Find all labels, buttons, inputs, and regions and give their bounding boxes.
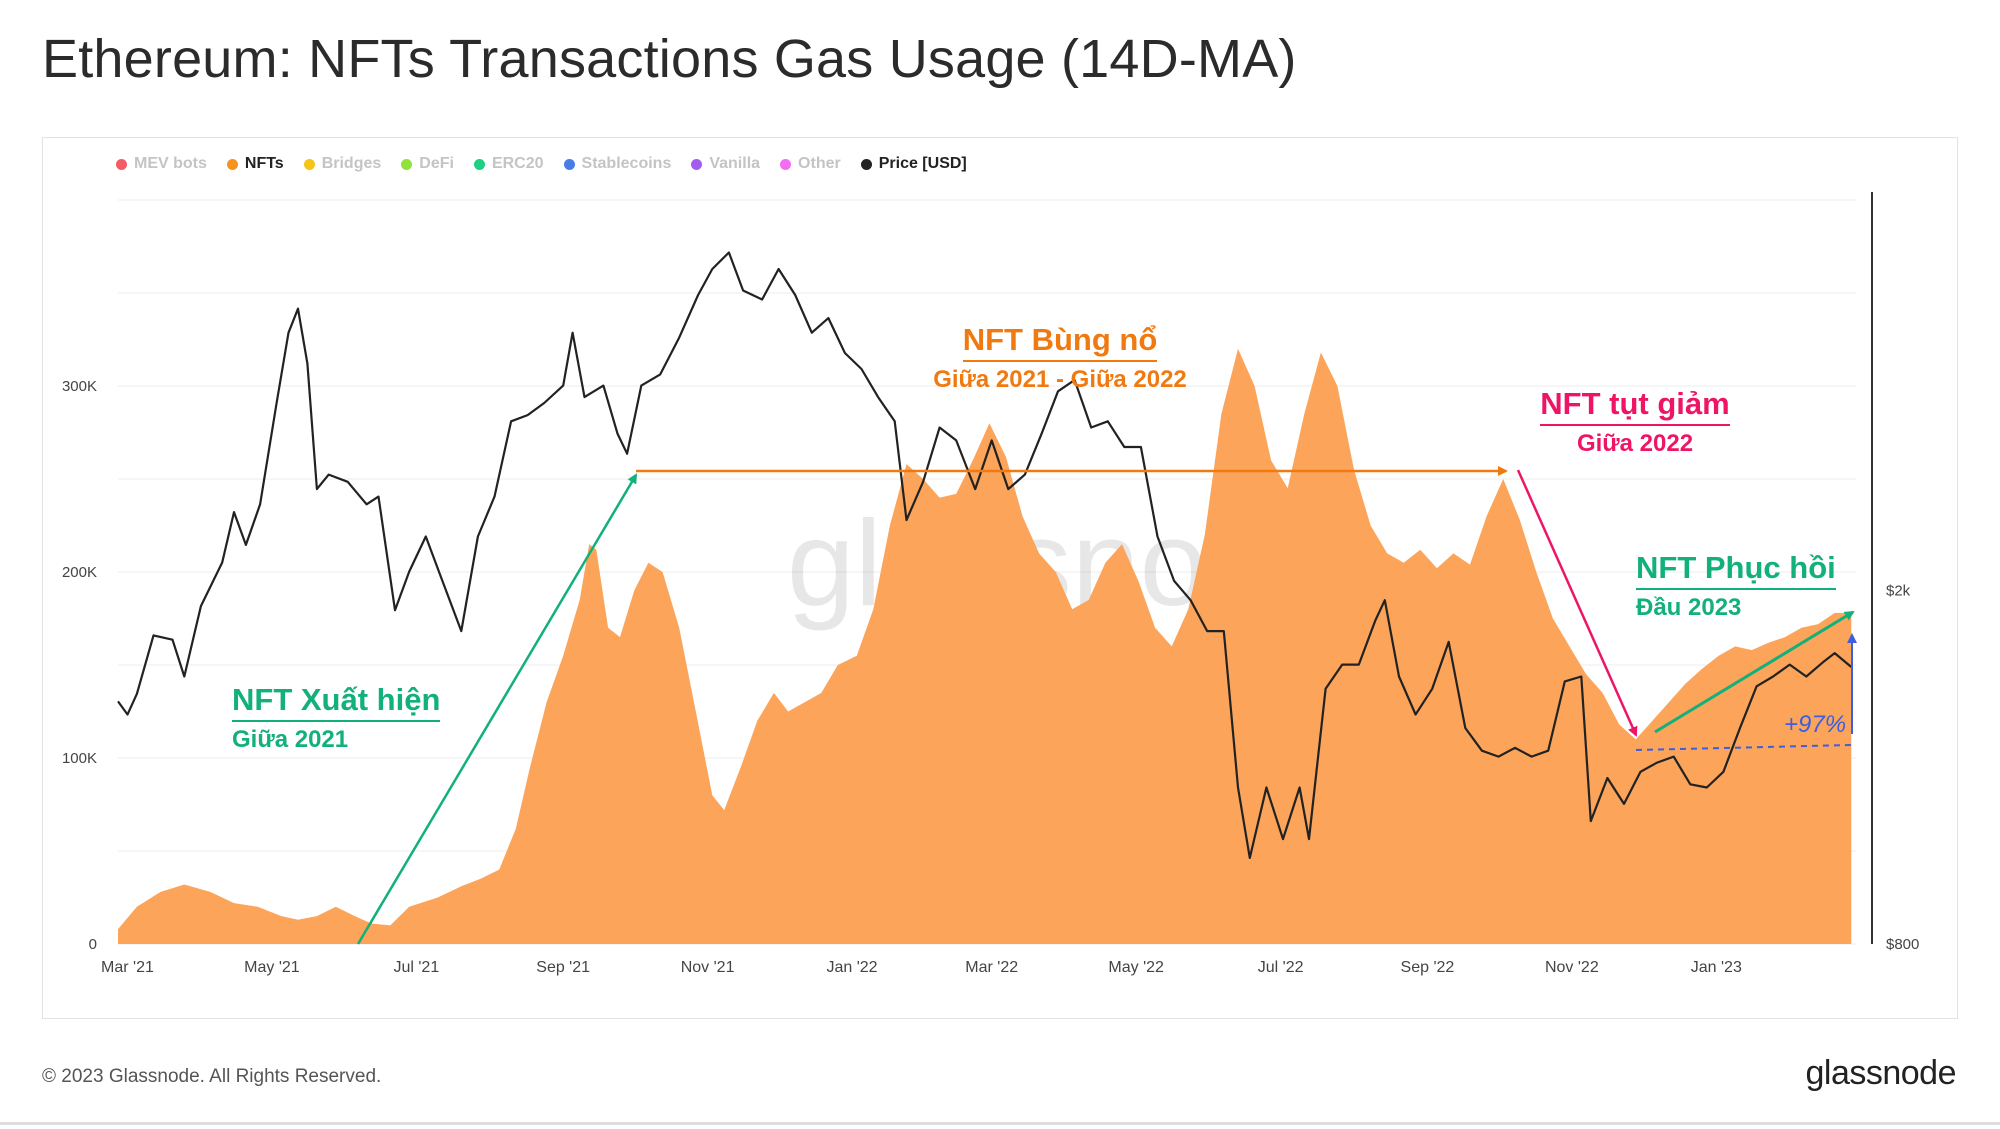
legend-dot <box>563 158 575 170</box>
legend-label: Stablecoins <box>581 155 672 172</box>
x-tick-label: Sep '22 <box>1401 959 1455 976</box>
x-tick-label: Mar '22 <box>965 959 1018 976</box>
legend-item[interactable]: Price [USD] <box>860 155 967 173</box>
annotation-emergence-heading: NFT Xuất hiện <box>232 682 441 722</box>
y-left-tick-label: 100K <box>62 750 97 767</box>
legend-item[interactable]: Stablecoins <box>563 155 672 173</box>
recovery-arrow <box>1654 610 1855 734</box>
annotation-boom-sub: Giữa 2021 - Giữa 2022 <box>933 366 1187 393</box>
bottom-divider <box>0 1122 2000 1125</box>
price-line <box>117 251 1853 859</box>
y-left-tick-label: 0 <box>89 936 97 953</box>
x-tick-label: Jan '23 <box>1691 959 1742 976</box>
footer-copyright: © 2023 Glassnode. All Rights Reserved. <box>42 1066 382 1087</box>
legend-dot <box>691 158 703 170</box>
x-tick-label: Nov '22 <box>1545 959 1599 976</box>
legend-dot <box>226 158 238 170</box>
annotation-decline: NFT tụt giảm Giữa 2022 <box>1520 386 1750 458</box>
legend-dot <box>303 158 315 170</box>
legend-label: DeFi <box>419 155 454 172</box>
legend-dot <box>401 158 413 170</box>
legend-item[interactable]: Other <box>780 155 841 173</box>
annotation-emergence-sub: Giữa 2021 <box>232 726 349 753</box>
legend-item[interactable]: ERC20 <box>473 155 544 173</box>
annotation-emergence: NFT Xuất hiện Giữa 2021 <box>232 682 441 754</box>
annotation-pct: +97% <box>1784 711 1847 738</box>
legend-dot <box>780 158 792 170</box>
x-tick-label: Mar '21 <box>101 959 154 976</box>
legend-label: Other <box>798 155 841 172</box>
x-tick-label: Sep '21 <box>536 959 590 976</box>
annotation-decline-heading: NFT tụt giảm <box>1540 386 1730 426</box>
legend-dot <box>473 158 485 170</box>
legend-label: Vanilla <box>709 155 761 172</box>
legend-dot <box>860 158 872 170</box>
legend-dot <box>116 158 127 170</box>
y-left-tick-label: 200K <box>62 564 97 581</box>
footer-logo: glassnode <box>1805 1054 1956 1092</box>
x-tick-label: May '22 <box>1108 959 1164 976</box>
legend-label: Bridges <box>321 155 382 172</box>
legend-label: MEV bots <box>134 155 207 172</box>
y-left-tick-label: 300K <box>62 378 97 395</box>
annotation-recovery-sub: Đầu 2023 <box>1636 594 1742 621</box>
legend-label: Price [USD] <box>878 155 967 172</box>
annotation-boom-heading: NFT Bùng nổ <box>962 322 1158 362</box>
annotation-boom: NFT Bùng nổ Giữa 2021 - Giữa 2022 <box>910 322 1210 394</box>
x-tick-label: Jul '22 <box>1258 959 1304 976</box>
y-right-tick-label: $2k <box>1886 582 1911 599</box>
legend-label: NFTs <box>244 155 284 172</box>
nft-gas-area <box>118 348 1852 944</box>
annotation-decline-sub: Giữa 2022 <box>1576 430 1694 457</box>
x-tick-label: Nov '21 <box>681 959 735 976</box>
legend-item[interactable]: NFTs <box>226 155 284 173</box>
legend-item[interactable]: Bridges <box>303 155 382 173</box>
x-tick-label: Jan '22 <box>826 959 877 976</box>
chart-legend: MEV bots NFTs Bridges DeFi ERC20 Stablecoins V… <box>116 155 967 173</box>
legend-label: ERC20 <box>491 155 544 172</box>
y-right-tick-label: $800 <box>1886 936 1919 953</box>
baseline-dashed-line <box>1635 744 1853 751</box>
emergence-arrow <box>356 473 638 945</box>
legend-item[interactable]: Vanilla <box>691 155 760 173</box>
legend-item[interactable]: MEV bots <box>116 155 207 173</box>
page-title: Ethereum: NFTs Transactions Gas Usage (1… <box>42 29 1297 89</box>
annotation-recovery: NFT Phục hồi Đầu 2023 <box>1636 550 1836 622</box>
legend-item[interactable]: DeFi <box>401 155 454 173</box>
x-tick-label: May '21 <box>244 959 300 976</box>
decline-arrow <box>1516 469 1638 737</box>
annotation-recovery-heading: NFT Phục hồi <box>1636 550 1836 590</box>
x-tick-label: Jul '21 <box>393 959 439 976</box>
